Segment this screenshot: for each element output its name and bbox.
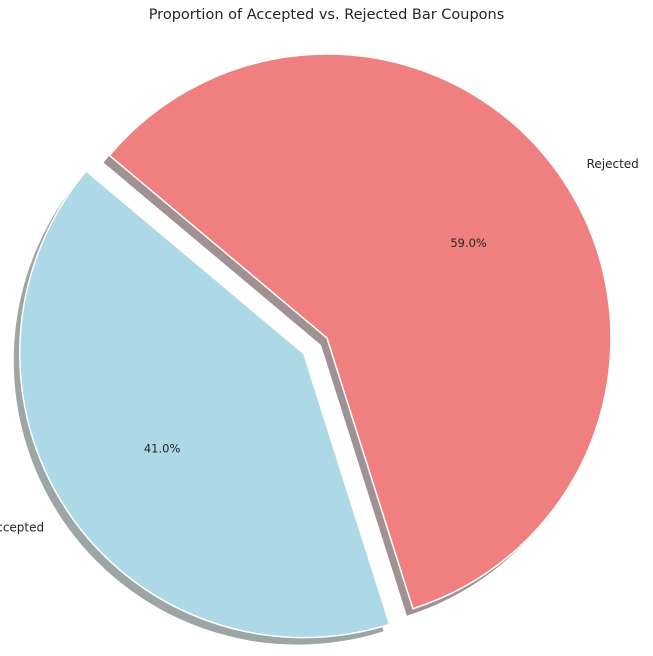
chart-title: Proportion of Accepted vs. Rejected Bar … [148,7,505,23]
slice-label-rejected: Rejected [587,157,639,171]
pie-slice-accepted [19,169,391,639]
slice-label-accepted: Accepted [0,520,44,534]
slice-percent-accepted: 41.0% [144,441,181,455]
pie-slice-rejected [108,53,612,610]
slice-percent-rejected: 59.0% [450,236,487,250]
